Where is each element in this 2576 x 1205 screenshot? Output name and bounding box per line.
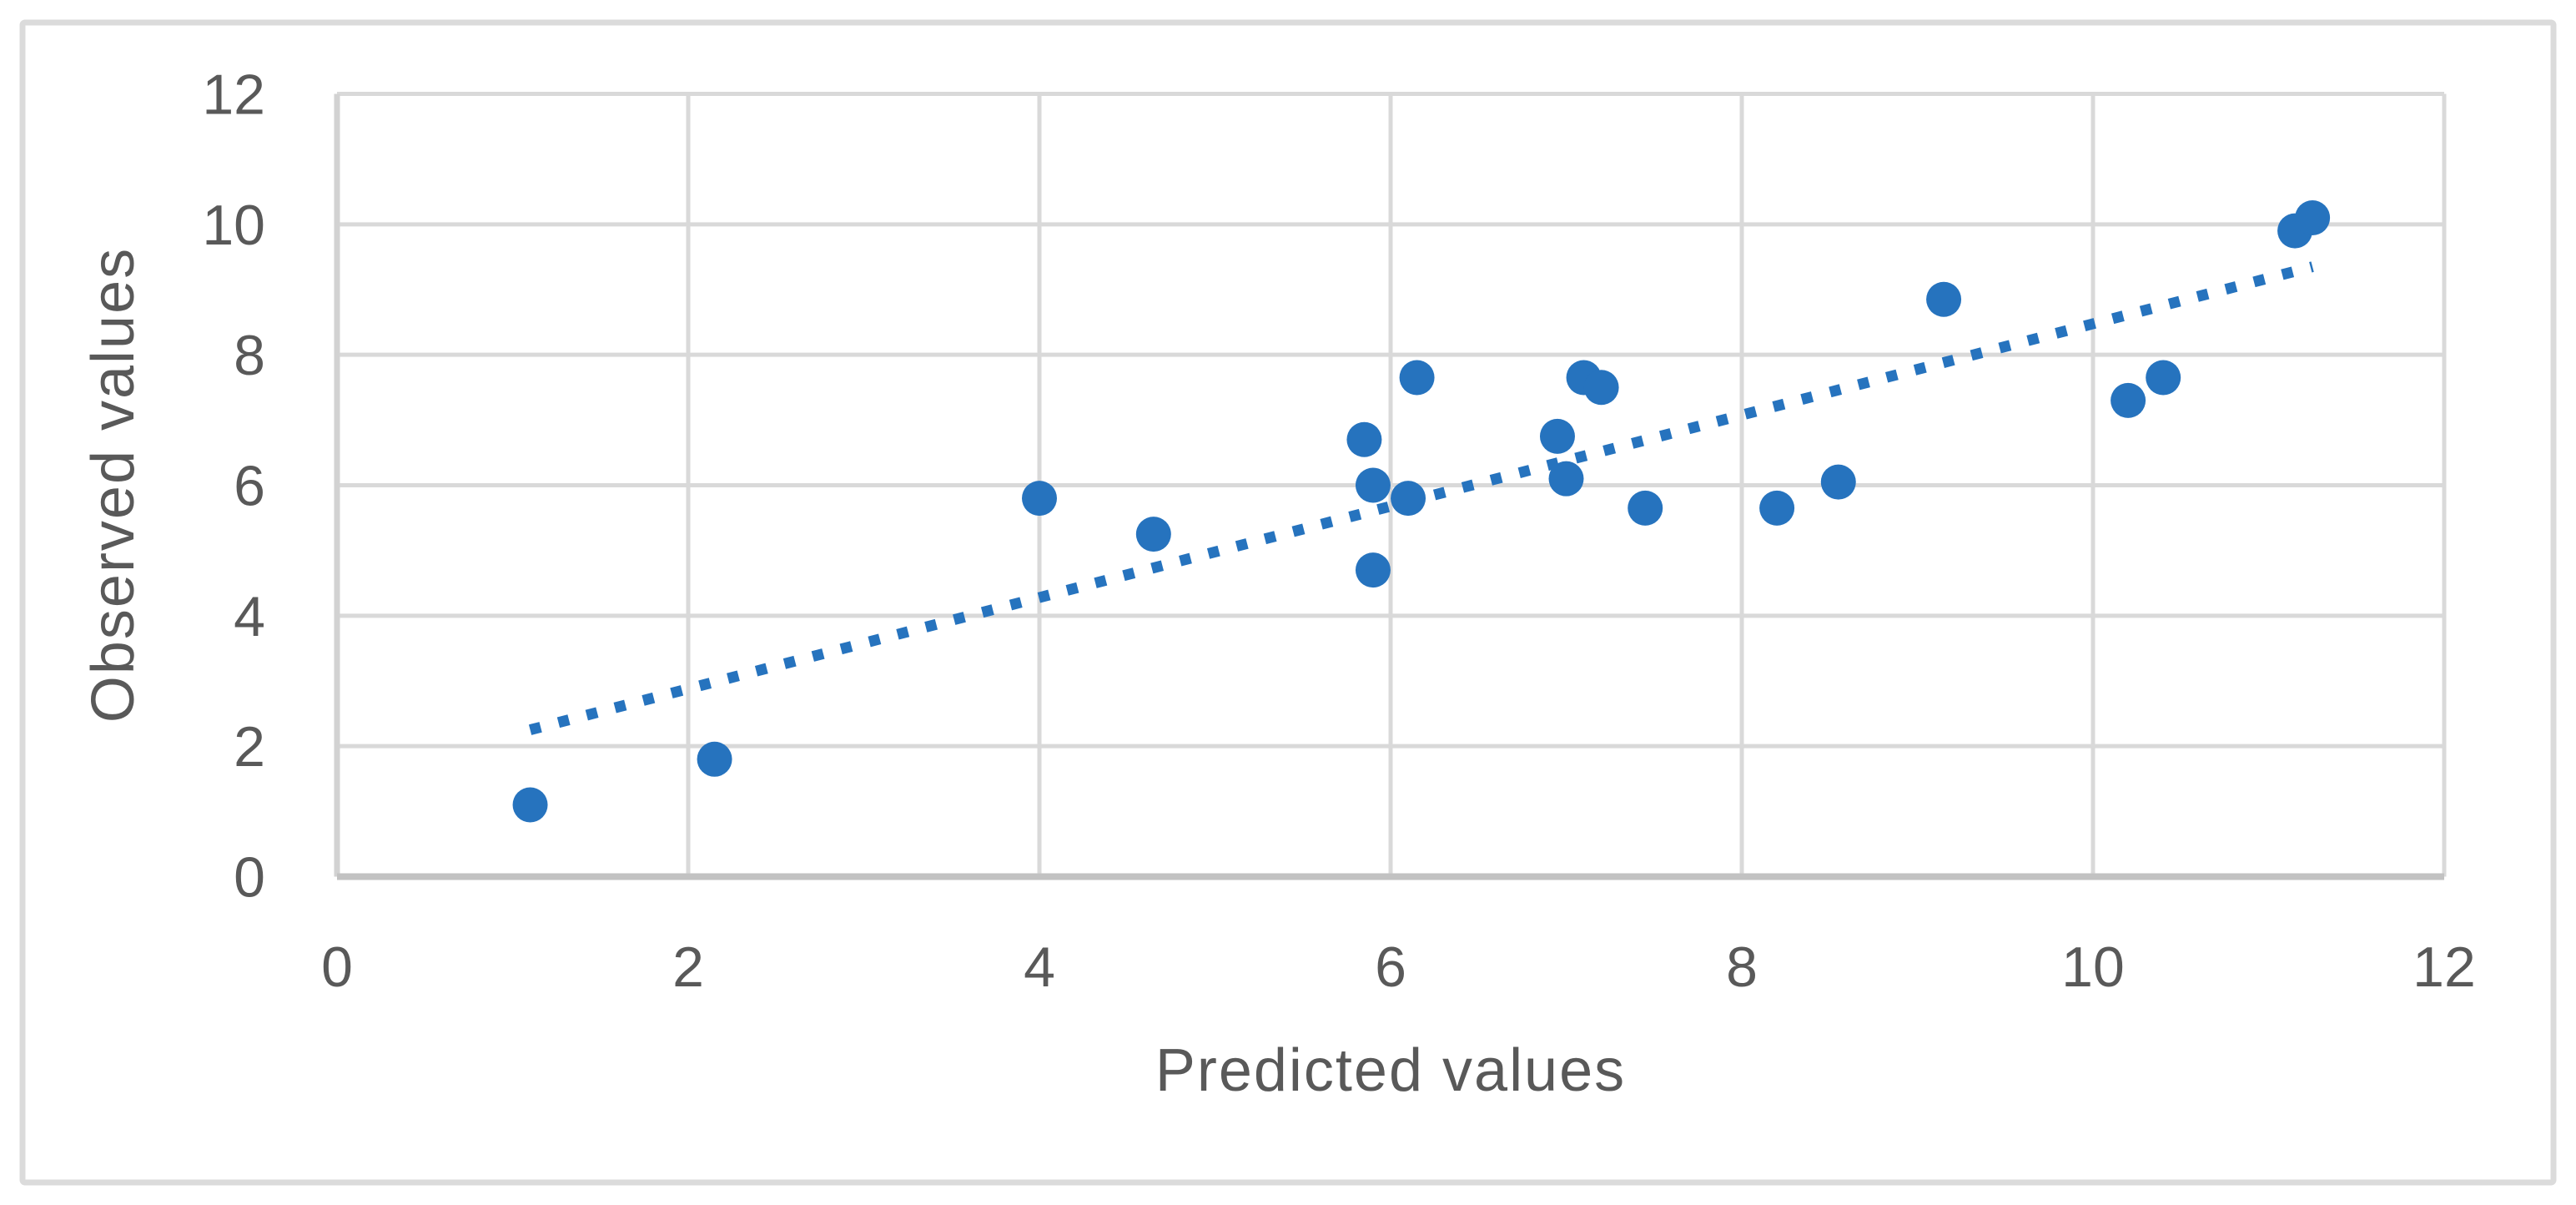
data-point	[1628, 490, 1663, 526]
data-point	[1399, 360, 1435, 396]
x-tick-label: 12	[2412, 935, 2476, 999]
x-tick-label: 6	[1375, 935, 1406, 999]
x-axis-tick-labels: 0 2 4 6 8 10 12	[321, 935, 2476, 999]
data-point	[1346, 421, 1382, 457]
y-tick-label: 8	[234, 324, 265, 387]
data-point	[1022, 481, 1057, 517]
data-point	[2111, 382, 2146, 418]
y-tick-label: 2	[234, 715, 265, 779]
data-point	[1583, 370, 1619, 406]
x-tick-label: 2	[672, 935, 704, 999]
data-points	[512, 200, 2331, 823]
data-point	[1926, 281, 1962, 317]
data-point	[1548, 461, 1584, 497]
gridlines	[335, 92, 2447, 879]
x-tick-label: 4	[1024, 935, 1055, 999]
y-axis-tick-labels: 0 2 4 6 8 10 12	[202, 63, 265, 910]
data-point	[512, 787, 548, 823]
y-tick-label: 0	[234, 846, 265, 910]
data-point	[1539, 418, 1575, 454]
data-point	[1135, 517, 1171, 552]
y-tick-label: 12	[202, 63, 265, 127]
data-point	[1759, 490, 1795, 526]
chart-border	[19, 19, 2557, 1186]
x-tick-label: 10	[2061, 935, 2125, 999]
y-tick-label: 6	[234, 455, 265, 518]
data-point	[1820, 464, 1856, 500]
x-axis-title: Predicted values	[1155, 1037, 1626, 1104]
data-point	[2295, 200, 2331, 236]
data-point	[697, 741, 732, 777]
y-tick-label: 4	[234, 585, 265, 648]
x-tick-label: 0	[321, 935, 353, 999]
axis-lines	[334, 93, 2444, 880]
y-tick-label: 10	[202, 194, 265, 257]
data-point	[1355, 467, 1391, 503]
y-axis-title: Observed values	[80, 247, 147, 723]
x-tick-label: 8	[1726, 935, 1758, 999]
data-point	[1355, 552, 1391, 588]
data-point	[2146, 360, 2181, 396]
data-point	[1391, 481, 1426, 517]
